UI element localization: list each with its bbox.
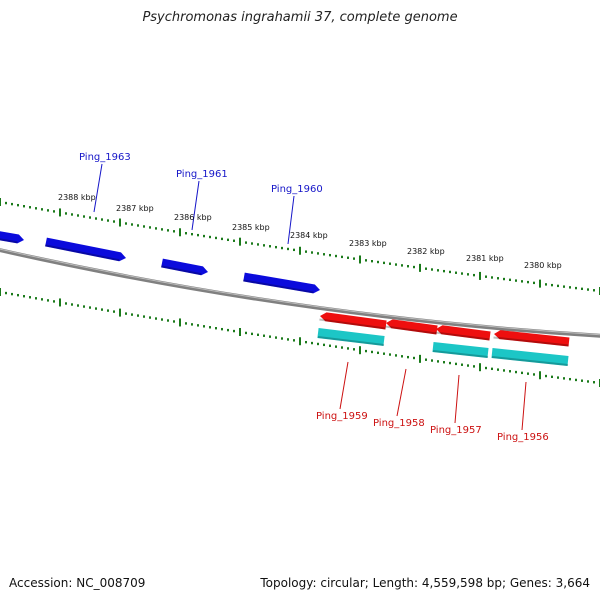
gene-arrow-forward bbox=[243, 272, 320, 294]
label-leader-line bbox=[93, 163, 103, 213]
gene-label-ping-1957[interactable]: Ping_1957 bbox=[430, 425, 482, 436]
kbp-label: 2387 kbp bbox=[116, 204, 154, 213]
kbp-label: 2385 kbp bbox=[232, 223, 270, 232]
gene-arrow-forward bbox=[160, 258, 208, 276]
gene-label-ping-1958[interactable]: Ping_1958 bbox=[373, 418, 425, 429]
gene-label-ping-1960[interactable]: Ping_1960 bbox=[271, 184, 323, 195]
kbp-label: 2383 kbp bbox=[349, 239, 387, 248]
gene-arrow-reverse bbox=[385, 319, 438, 335]
gene-arrow-reverse bbox=[319, 312, 387, 330]
label-leader-line bbox=[287, 195, 295, 245]
accession-text: Accession: NC_008709 bbox=[9, 576, 146, 590]
tick-track-top bbox=[0, 198, 600, 295]
kbp-label: 2388 kbp bbox=[58, 193, 96, 202]
cds-bar bbox=[317, 328, 385, 346]
backbone-highlight bbox=[0, 248, 600, 336]
kbp-label: 2380 kbp bbox=[524, 261, 562, 270]
gene-features bbox=[0, 231, 570, 366]
cds-bar bbox=[432, 342, 489, 358]
gene-label-ping-1961[interactable]: Ping_1961 bbox=[176, 169, 228, 180]
label-leaders bbox=[93, 163, 527, 431]
gene-label-ping-1963[interactable]: Ping_1963 bbox=[79, 152, 131, 163]
label-leader-line bbox=[521, 381, 527, 431]
tick-track-bottom bbox=[0, 288, 600, 387]
label-leader-line bbox=[191, 180, 200, 231]
kbp-label: 2384 kbp bbox=[290, 231, 328, 240]
map-title: Psychromonas ingrahamii 37, complete gen… bbox=[142, 10, 458, 25]
gene-arrow-reverse bbox=[435, 325, 491, 341]
label-leader-line bbox=[454, 374, 460, 424]
gene-arrow-forward bbox=[0, 231, 24, 244]
backbone-line bbox=[0, 248, 600, 338]
kbp-label: 2386 kbp bbox=[174, 213, 212, 222]
label-leader-line bbox=[339, 361, 349, 410]
genome-backbone bbox=[0, 248, 600, 338]
genome-summary-text: Topology: circular; Length: 4,559,598 bp… bbox=[260, 576, 590, 590]
label-leader-line bbox=[396, 368, 407, 417]
kbp-label: 2382 kbp bbox=[407, 247, 445, 256]
kbp-label: 2381 kbp bbox=[466, 254, 504, 263]
cds-bar bbox=[491, 348, 569, 366]
gene-label-ping-1959[interactable]: Ping_1959 bbox=[316, 411, 368, 422]
gene-arrow-forward bbox=[44, 237, 126, 262]
gene-arrow-reverse bbox=[493, 330, 570, 347]
gene-label-ping-1956[interactable]: Ping_1956 bbox=[497, 432, 549, 443]
